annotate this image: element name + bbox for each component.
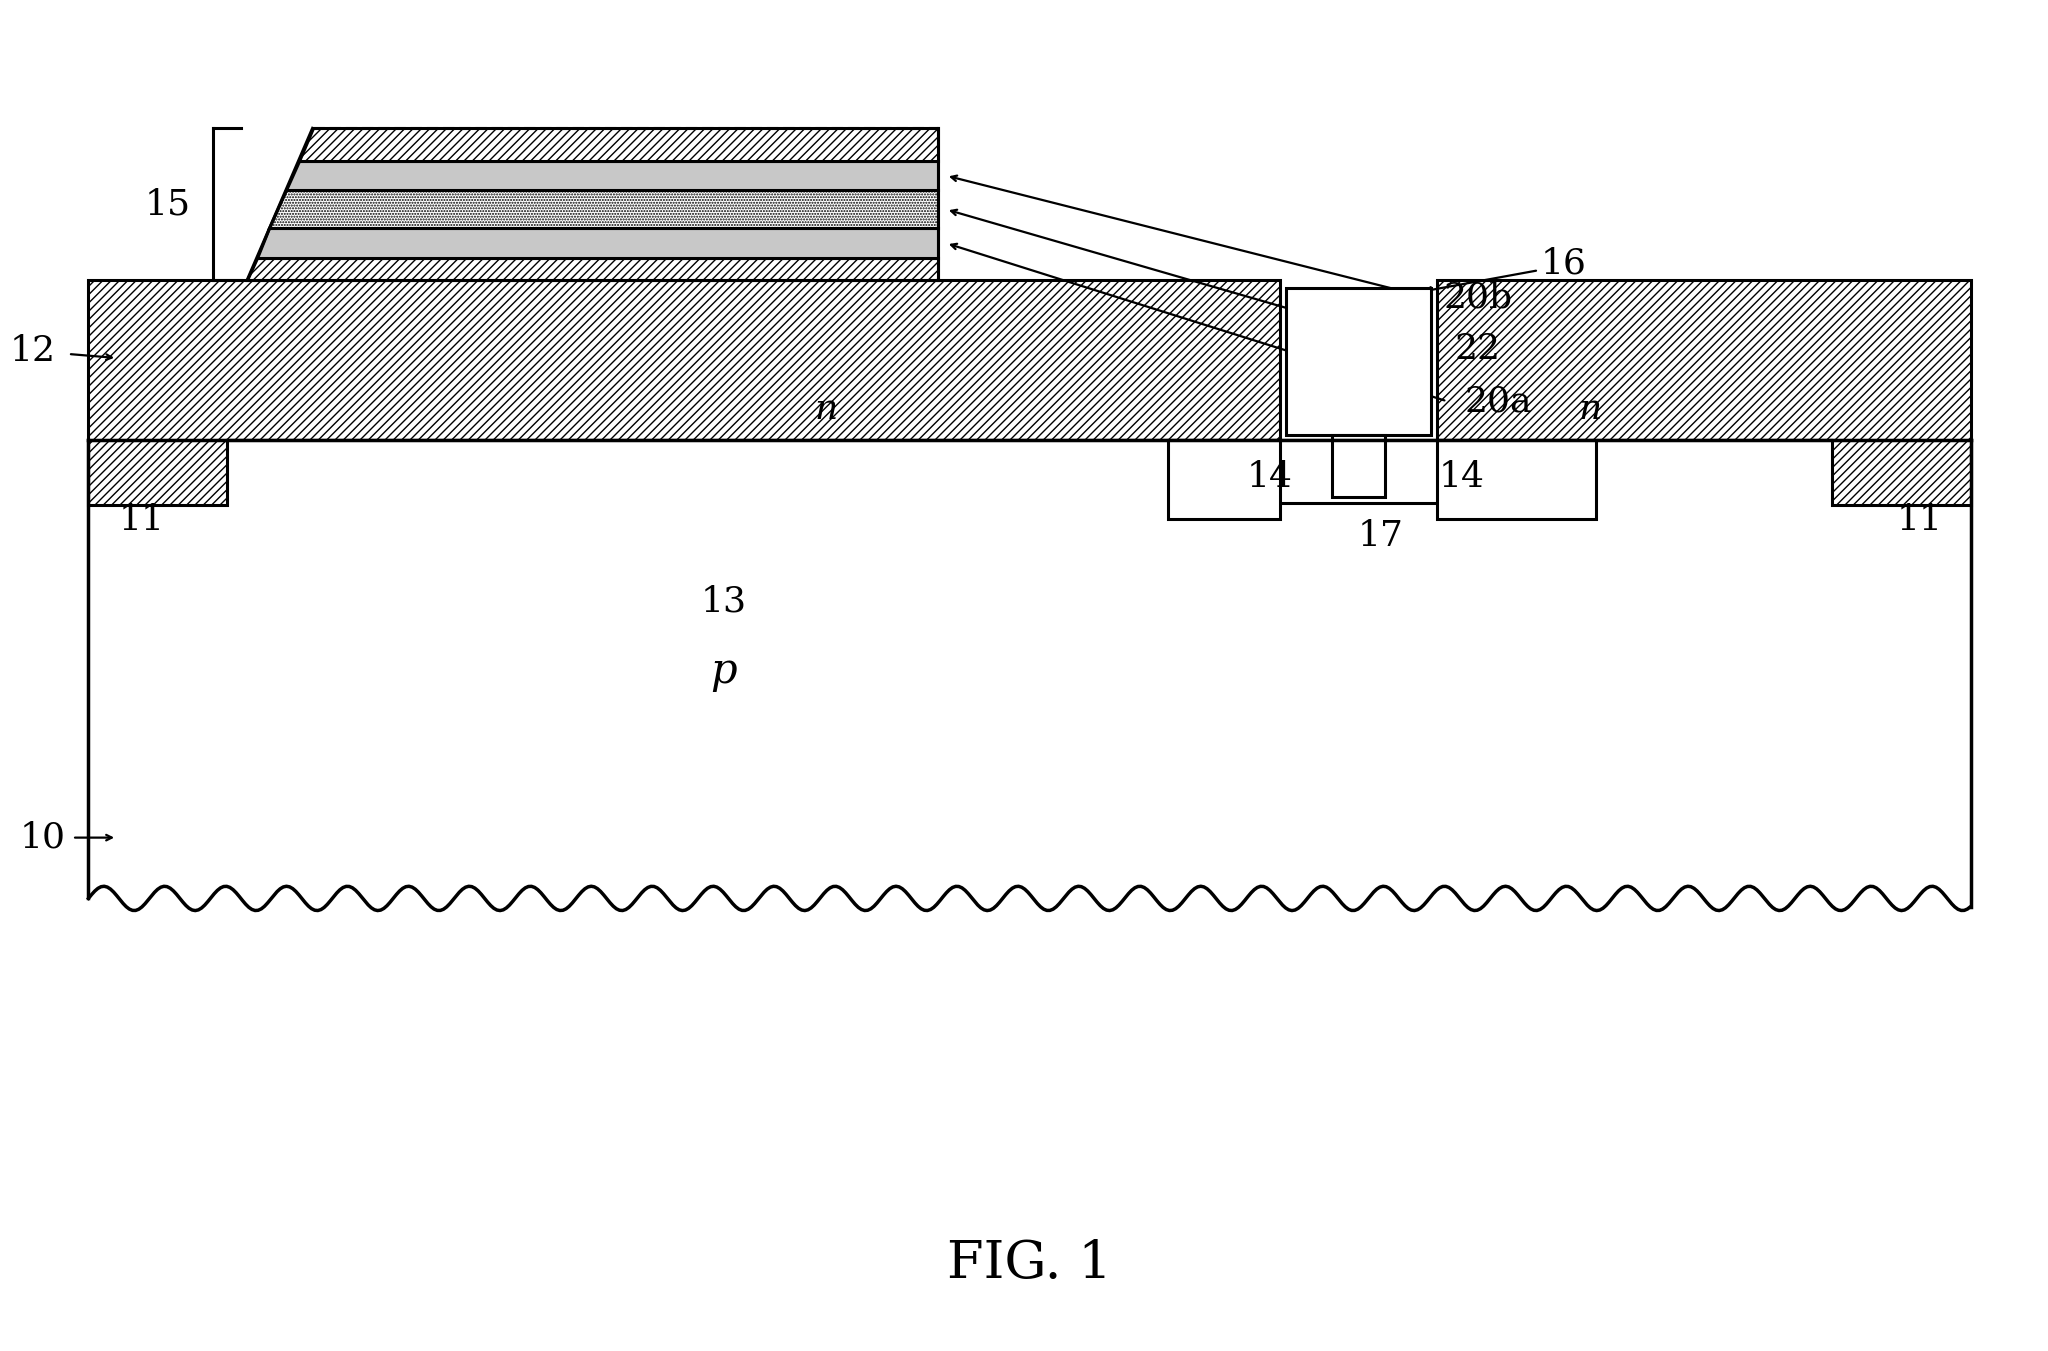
Polygon shape (88, 440, 227, 505)
Polygon shape (1438, 280, 1970, 440)
Text: p: p (711, 650, 737, 693)
Polygon shape (270, 190, 938, 228)
Polygon shape (299, 128, 938, 161)
Text: FIG. 1: FIG. 1 (946, 1238, 1112, 1289)
Text: 20a: 20a (1464, 384, 1532, 419)
Polygon shape (256, 228, 938, 258)
Polygon shape (1833, 440, 1970, 505)
Polygon shape (88, 440, 1970, 911)
Polygon shape (1331, 435, 1384, 497)
Polygon shape (248, 258, 938, 280)
Text: 20b: 20b (1444, 280, 1511, 315)
Text: n: n (1579, 392, 1602, 427)
Polygon shape (88, 280, 1280, 440)
Text: 14: 14 (1438, 459, 1485, 494)
Polygon shape (1286, 288, 1432, 435)
Text: 10: 10 (20, 820, 66, 855)
Text: 16: 16 (1540, 246, 1585, 281)
Text: 11: 11 (119, 503, 164, 538)
Text: 14: 14 (1247, 459, 1292, 494)
Polygon shape (1438, 440, 1595, 519)
Text: 13: 13 (700, 584, 748, 619)
Text: 17: 17 (1358, 519, 1403, 554)
Text: 15: 15 (145, 186, 190, 222)
Text: n: n (815, 392, 838, 427)
Polygon shape (1167, 440, 1280, 519)
Text: 22: 22 (1454, 331, 1501, 366)
Text: 11: 11 (1896, 503, 1944, 538)
Polygon shape (287, 161, 938, 190)
Text: 12: 12 (10, 334, 55, 369)
